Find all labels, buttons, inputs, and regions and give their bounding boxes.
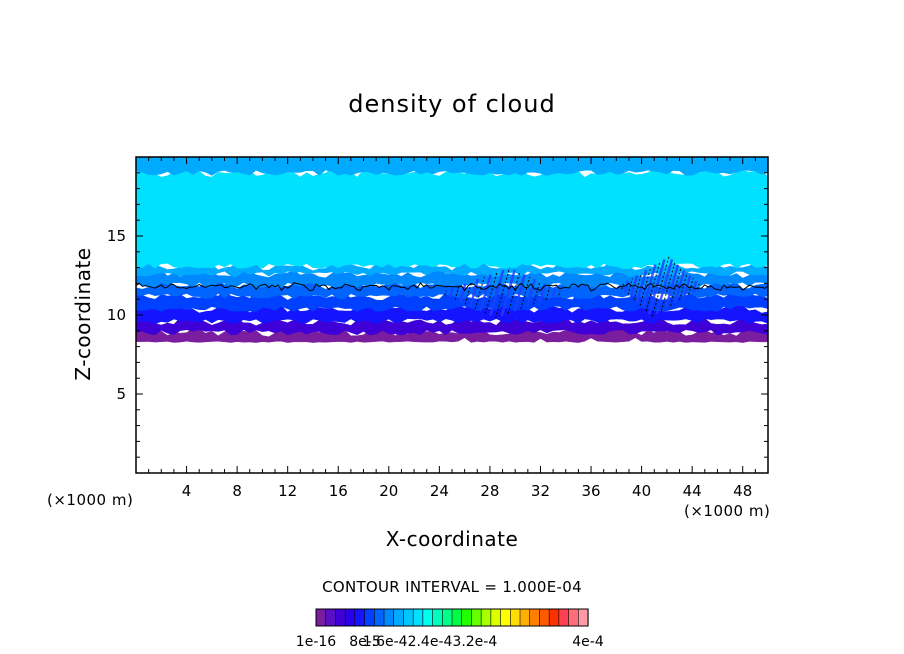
wave-streak bbox=[627, 278, 634, 295]
wave-streak bbox=[623, 280, 630, 293]
x-tick-label: 24 bbox=[430, 482, 449, 500]
cloud-density-field bbox=[135, 156, 769, 343]
x-axis-label: X-coordinate bbox=[386, 527, 519, 551]
x-tick-label: 8 bbox=[232, 482, 242, 500]
colorbar bbox=[315, 608, 589, 627]
x-tick-label: 32 bbox=[531, 482, 550, 500]
colorbar-labels: 1e-16 8e-51.6e-42.4e-43.2e-4 4e-4 bbox=[296, 634, 604, 650]
colorbar-swatch bbox=[577, 608, 589, 627]
wave-streak bbox=[500, 269, 516, 317]
wave-streak bbox=[647, 258, 666, 315]
wave-streak bbox=[448, 287, 454, 298]
wave-streak bbox=[513, 274, 526, 312]
wave-streak bbox=[629, 275, 639, 298]
x-tick-label: 36 bbox=[581, 482, 600, 500]
colorbar-swatch bbox=[461, 608, 473, 627]
colorbar-swatch bbox=[558, 608, 570, 627]
colorbar-swatch bbox=[354, 608, 366, 627]
wave-streak bbox=[474, 276, 485, 310]
colorbar-swatch bbox=[422, 608, 434, 627]
wave-streak bbox=[692, 280, 698, 293]
colorbar-swatch bbox=[471, 608, 482, 627]
wave-streak bbox=[645, 261, 661, 312]
colorbar-swatch bbox=[548, 608, 560, 627]
wave-streak bbox=[459, 283, 467, 303]
x-unit-label-right: (×1000 m) bbox=[684, 502, 770, 520]
wave-streak bbox=[520, 276, 531, 310]
wave-perturbations bbox=[444, 256, 700, 319]
colorbar-swatch bbox=[335, 608, 346, 627]
colorbar-swatch bbox=[432, 608, 443, 627]
colorbar-swatch bbox=[393, 608, 405, 627]
x-tick-label: 48 bbox=[733, 482, 752, 500]
wave-streak bbox=[678, 272, 688, 301]
colorbar-swatch bbox=[373, 608, 385, 627]
chart-title: density of cloud bbox=[348, 90, 555, 118]
wave-streak bbox=[494, 267, 511, 319]
x-tick-label: 16 bbox=[329, 482, 348, 500]
x-tick-label: 12 bbox=[278, 482, 297, 500]
colorbar-frame bbox=[315, 608, 589, 627]
colorbar-swatch bbox=[441, 608, 453, 627]
wave-streak bbox=[489, 269, 505, 317]
colorbar-label: 4e-4 bbox=[572, 634, 604, 650]
density-band-7 bbox=[135, 168, 769, 269]
wave-streak bbox=[664, 264, 680, 309]
wave-streak bbox=[444, 290, 447, 296]
y-tick-label: 10 bbox=[107, 306, 126, 324]
contour-line bbox=[135, 282, 769, 292]
wave-streak bbox=[669, 267, 682, 306]
x-axis-ticks: 4 8 12 16 20 24 28 32 36 40 44 48 bbox=[148, 157, 756, 500]
x-tick-label: 44 bbox=[683, 482, 702, 500]
colorbar-swatch bbox=[509, 608, 521, 627]
colorbar-label: 8e-5 bbox=[349, 634, 380, 650]
colorbar-swatch bbox=[383, 608, 395, 627]
colorbar-swatch bbox=[500, 608, 511, 627]
wave-streak bbox=[558, 290, 561, 296]
x-tick-label: 28 bbox=[480, 482, 499, 500]
colorbar-swatch bbox=[539, 608, 550, 627]
wave-streak bbox=[651, 256, 670, 317]
contour-interval-label: CONTOUR INTERVAL = 1.000E-04 bbox=[322, 578, 582, 596]
wave-streak bbox=[688, 278, 694, 295]
colorbar-swatch bbox=[403, 608, 414, 627]
wave-streak bbox=[639, 267, 652, 306]
colorbar-swatch bbox=[364, 608, 375, 627]
colorbar-swatch bbox=[451, 608, 463, 627]
colorbar-swatch bbox=[412, 608, 424, 627]
colorbar-swatch bbox=[325, 608, 337, 627]
colorbar-label: 1.6e-42.4e-43.2e-4 bbox=[363, 634, 498, 650]
colorbar-swatch bbox=[315, 608, 327, 627]
x-unit-label-left: (×1000 m) bbox=[47, 491, 133, 509]
y-axis-label: Z-coordinate bbox=[71, 247, 95, 380]
wave-streak bbox=[525, 278, 537, 308]
wave-streak bbox=[660, 261, 676, 312]
y-axis-ticks: 5 10 15 bbox=[107, 172, 768, 458]
wave-streak bbox=[551, 287, 557, 298]
plot-area bbox=[135, 156, 769, 474]
colorbar-swatch bbox=[490, 608, 502, 627]
x-tick-label: 20 bbox=[379, 482, 398, 500]
x-tick-label: 40 bbox=[632, 482, 651, 500]
wave-streak bbox=[641, 264, 657, 309]
wave-streak bbox=[621, 283, 624, 290]
wave-streak bbox=[633, 272, 643, 301]
colorbar-swatch bbox=[529, 608, 541, 627]
y-tick-label: 15 bbox=[107, 227, 126, 245]
colorbar-label: 1e-16 bbox=[296, 634, 336, 650]
colorbar-swatch bbox=[344, 608, 356, 627]
colorbar-swatch bbox=[480, 608, 492, 627]
wave-streak bbox=[469, 278, 480, 308]
x-tick-label: 4 bbox=[182, 482, 192, 500]
wave-streak bbox=[484, 272, 498, 314]
wave-streak bbox=[673, 269, 686, 304]
colorbar-swatch bbox=[519, 608, 531, 627]
wave-streak bbox=[479, 274, 492, 312]
colorbar-swatch bbox=[568, 608, 579, 627]
y-tick-label: 5 bbox=[116, 385, 126, 403]
wave-streak bbox=[507, 272, 521, 314]
